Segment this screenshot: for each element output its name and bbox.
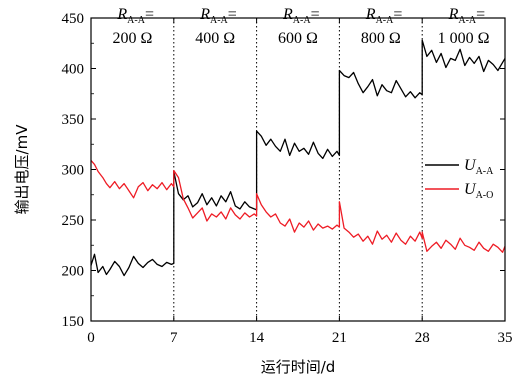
plot-frame	[90, 17, 506, 322]
x-tick-label: 7	[170, 330, 178, 346]
y-tick-label: 350	[62, 112, 85, 128]
y-tick-label: 450	[62, 11, 85, 27]
phase-labels: RA-A= 200 Ω RA-A= 400 Ω RA-A= 600 Ω RA-A= 800 Ω…	[112, 6, 489, 47]
phase-resistance-label: RA-A=	[365, 6, 403, 26]
phase-label: RA-A= 800 Ω	[361, 6, 403, 47]
phase-resistance-value: 600 Ω	[278, 30, 318, 47]
legend: UA-A UA-O	[425, 157, 494, 201]
legend-label: UA-A	[464, 157, 494, 177]
y-tick-label: 300	[62, 163, 85, 179]
phase-resistance-label: RA-A=	[116, 6, 154, 26]
phase-resistance-value: 800 Ω	[361, 30, 401, 47]
phase-label: RA-A= 1 000 Ω	[438, 6, 490, 47]
y-axis-title: 输出电压/mV	[13, 124, 31, 215]
series-layer	[90, 39, 506, 277]
phase-resistance-value: 1 000 Ω	[438, 30, 490, 47]
x-tick-label: 0	[87, 330, 95, 346]
x-tick-label: 14	[249, 330, 265, 346]
series-line-2	[90, 159, 506, 253]
y-tick-label: 400	[62, 62, 85, 78]
x-tick-label: 28	[415, 330, 430, 346]
legend-label: UA-O	[464, 181, 493, 201]
axes: 150 200 250 300 350 400 450 0 7 14 21 28 35	[62, 11, 513, 346]
x-tick-label: 35	[498, 330, 513, 346]
series-line-1	[90, 39, 506, 277]
phase-resistance-value: 200 Ω	[112, 30, 152, 47]
phase-resistance-value: 400 Ω	[195, 30, 235, 47]
phase-boundaries	[173, 18, 423, 321]
phase-label: RA-A= 400 Ω	[195, 6, 237, 47]
x-axis-title: 运行时间/d	[261, 358, 336, 376]
y-tick-label: 200	[62, 264, 85, 280]
phase-resistance-label: RA-A=	[282, 6, 320, 26]
x-tick-label: 21	[332, 330, 347, 346]
y-tick-label: 250	[62, 213, 85, 229]
phase-label: RA-A= 600 Ω	[278, 6, 320, 47]
phase-resistance-label: RA-A=	[448, 6, 486, 26]
y-tick-label: 150	[62, 314, 85, 330]
phase-label: RA-A= 200 Ω	[112, 6, 154, 47]
phase-resistance-label: RA-A=	[199, 6, 237, 26]
